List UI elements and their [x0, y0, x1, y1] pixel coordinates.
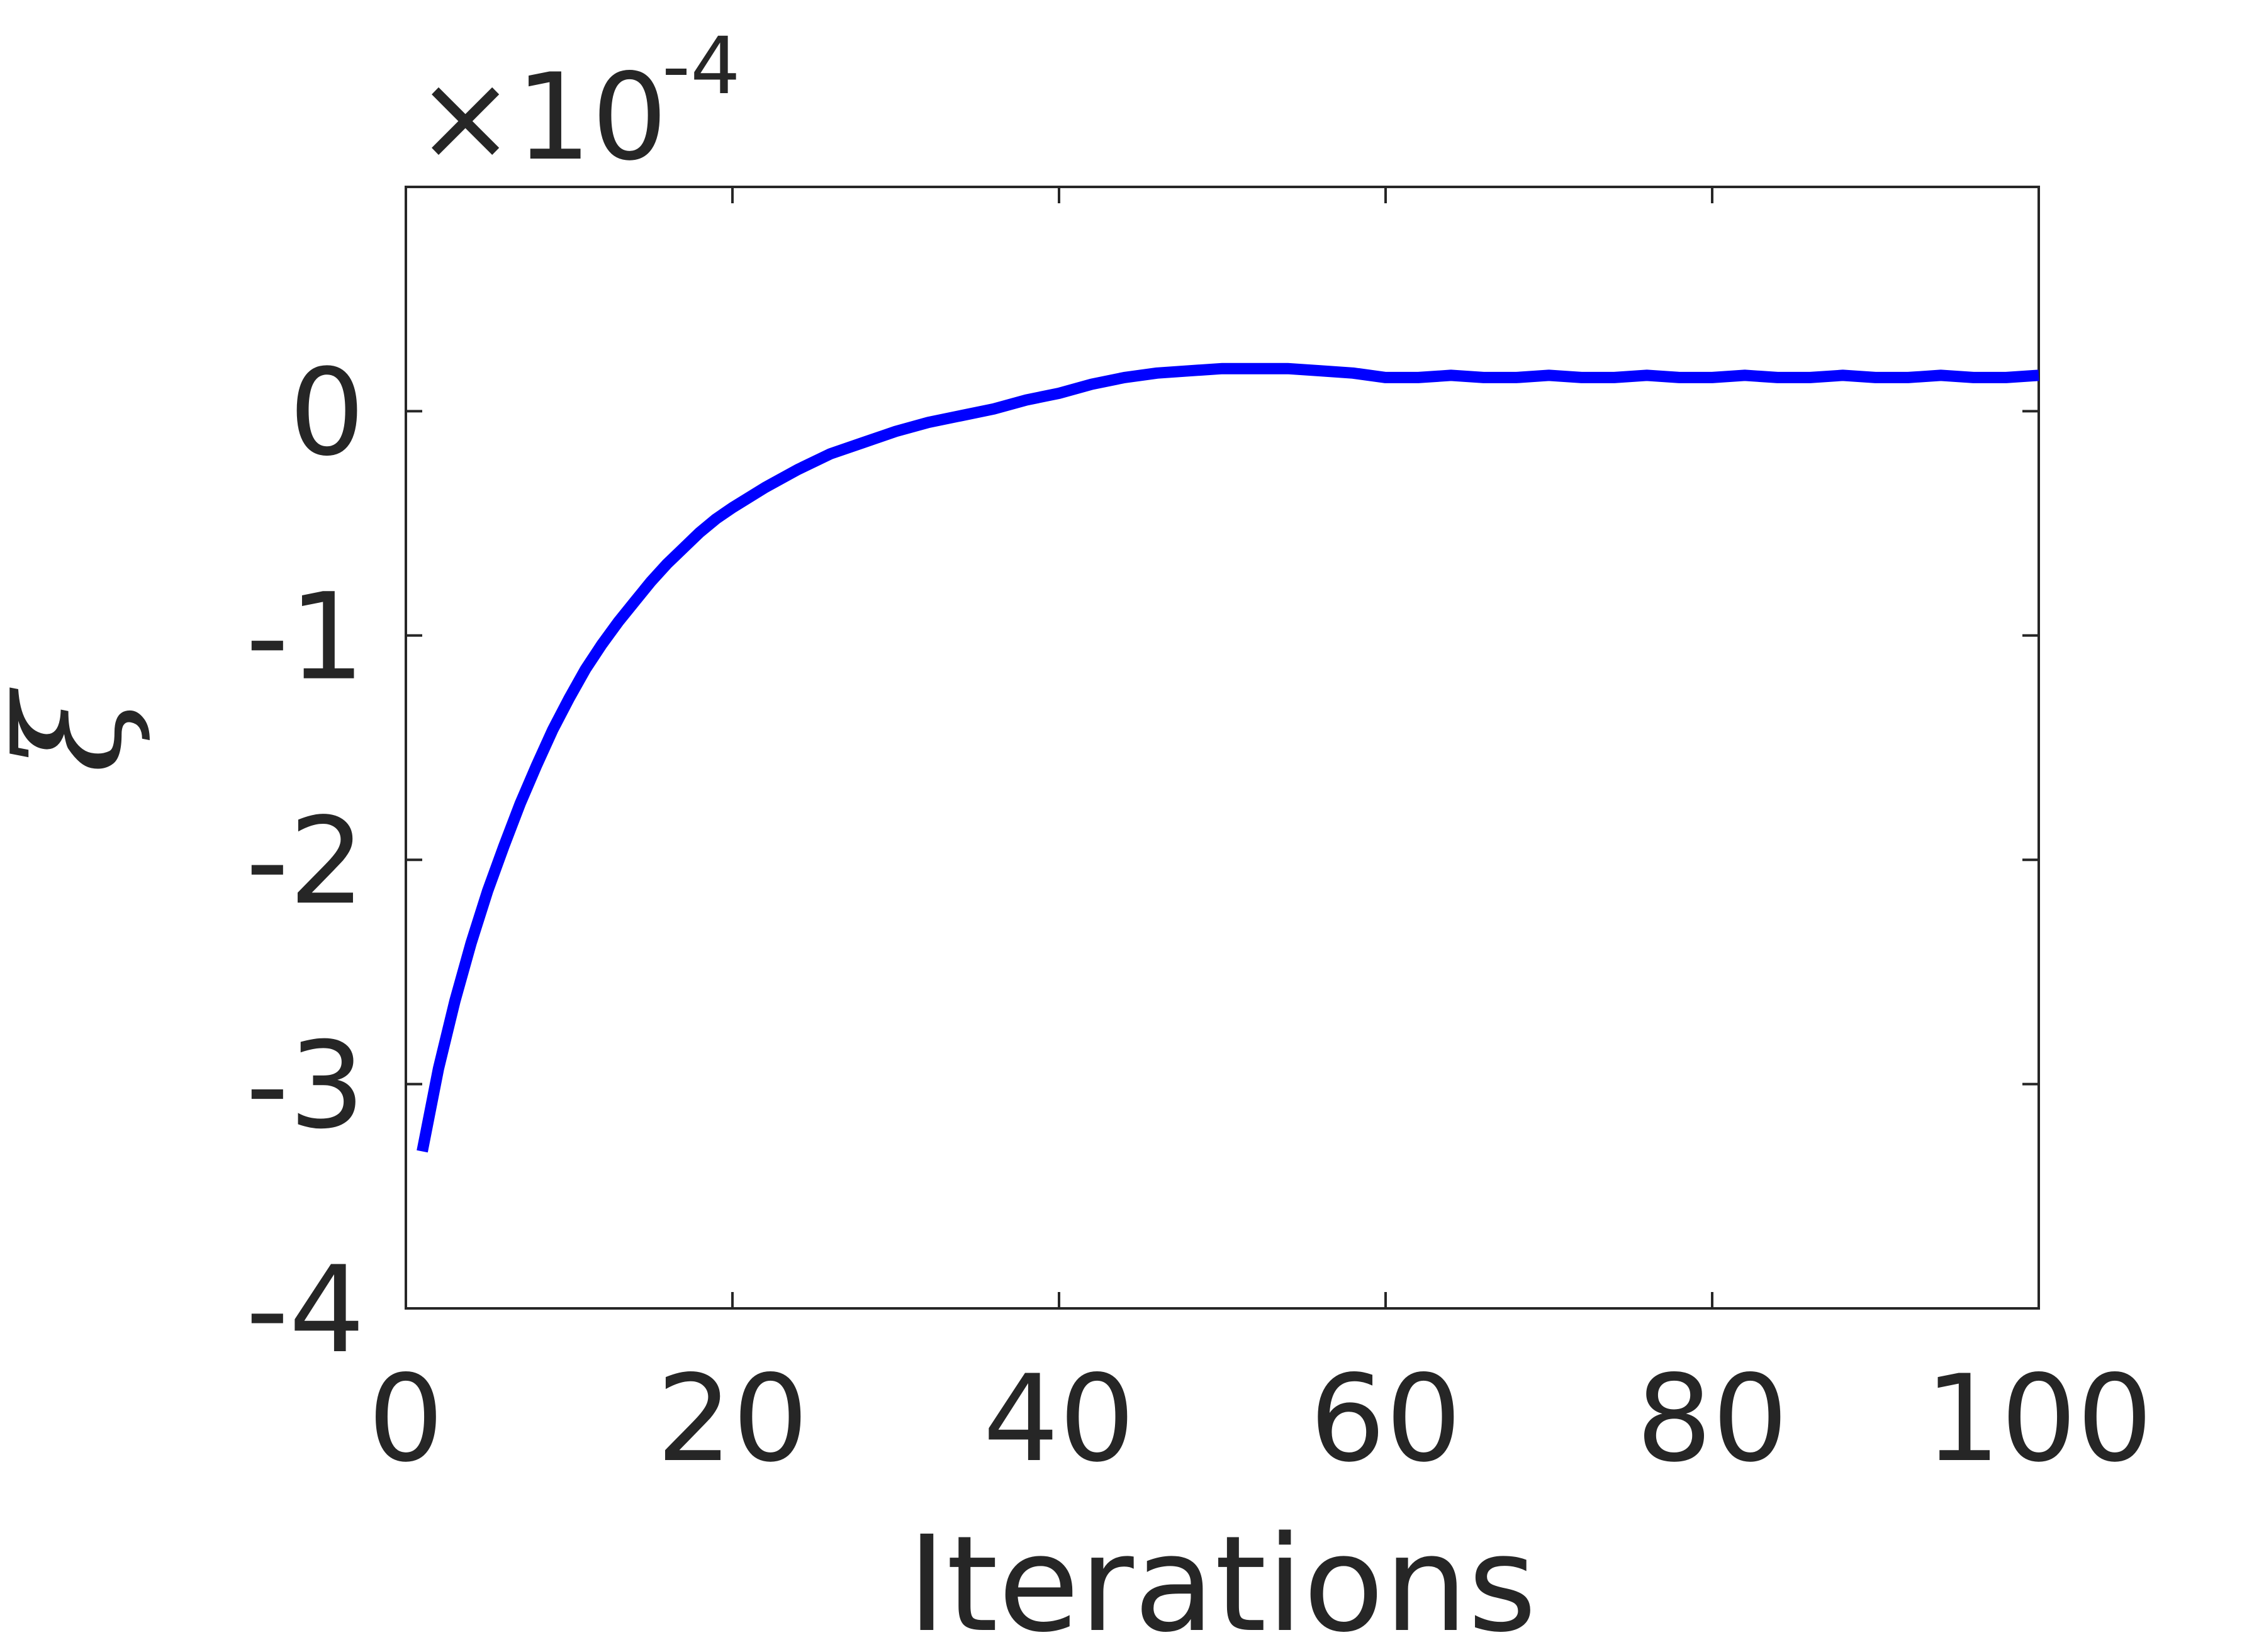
y-tick-labels: -4 -3 -2 -1 0: [246, 343, 365, 1379]
x-tick-label: 40: [983, 1349, 1135, 1488]
x-tick-label: 60: [1309, 1349, 1462, 1488]
series-layer: [417, 362, 2039, 1153]
y-tick-label: -3: [246, 1016, 365, 1155]
y-multiplier-base: ×10: [415, 48, 668, 187]
y-tick-label: -1: [246, 568, 365, 707]
y-tick-label: -4: [246, 1240, 365, 1379]
y-multiplier-exponent: -4: [662, 21, 741, 112]
x-tick-label: 100: [1925, 1349, 2153, 1488]
series-line: [417, 362, 2039, 1153]
y-tick-label: -2: [246, 792, 365, 931]
x-axis-label: Iterations: [907, 1507, 1537, 1652]
y-exponent-label: ×10 -4: [415, 21, 741, 187]
y-axis-label: ξ: [0, 687, 154, 773]
y-tick-label: 0: [289, 343, 365, 482]
plot-area: [405, 186, 2040, 1310]
x-tick-label: 0: [368, 1349, 444, 1488]
x-tick-label: 20: [656, 1349, 809, 1488]
x-tick-labels: 0 20 40 60 80 100: [368, 1349, 2153, 1488]
x-tick-label: 80: [1636, 1349, 1788, 1488]
axis-ticks: [405, 187, 2040, 1310]
